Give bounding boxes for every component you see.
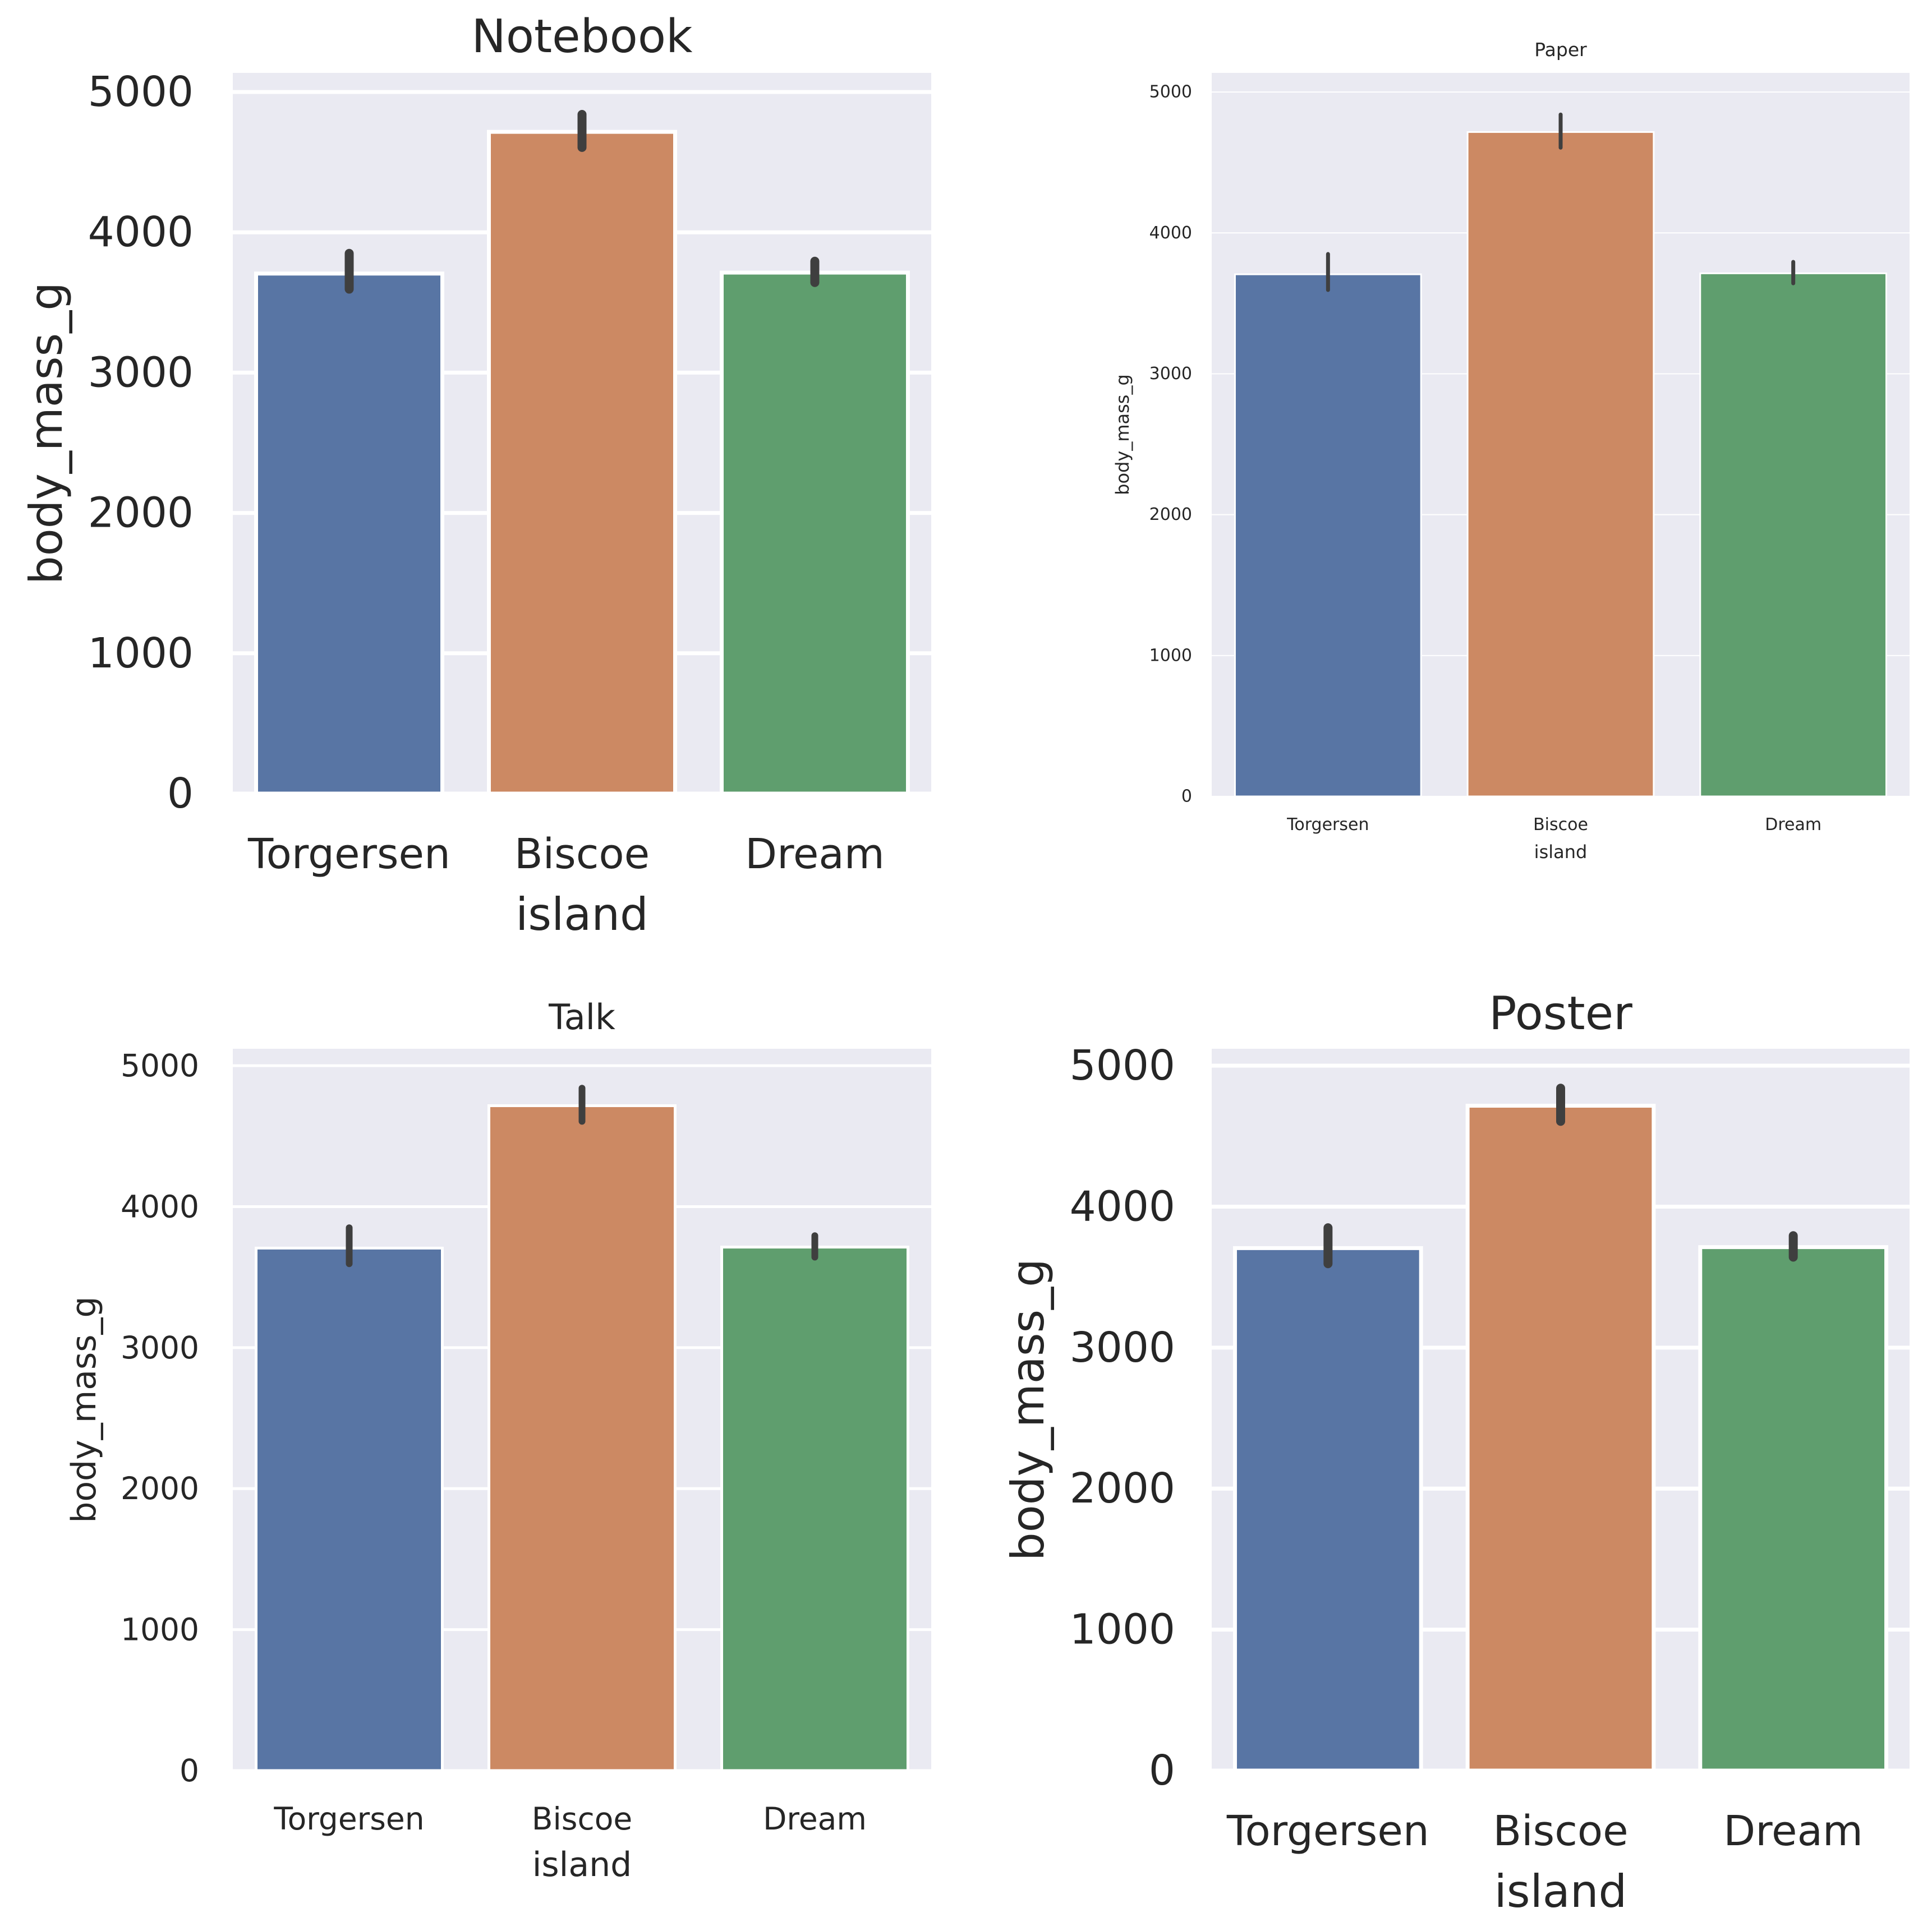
x-tick-label: Dream — [1723, 1807, 1863, 1855]
y-tick-label: 2000 — [121, 1471, 199, 1506]
bar-dream — [1699, 272, 1888, 798]
y-tick-label: 2000 — [88, 489, 194, 537]
bar-dream — [1698, 1245, 1889, 1773]
y-tick-label: 4000 — [88, 208, 194, 256]
chart-panel-talk: 0 1000 2000 3000 4000 5000 Torgersen Biscoe Drea… — [65, 997, 931, 1884]
y-axis-label: body_mass_g — [1112, 374, 1133, 495]
y-axis-label: body_mass_g — [20, 282, 72, 584]
bar-biscoe — [1465, 1103, 1656, 1773]
x-tick-label: Torgersen — [273, 1801, 424, 1837]
y-tick-label: 5000 — [1149, 82, 1192, 102]
x-tick-label: Biscoe — [1493, 1807, 1628, 1855]
y-tick-label: 5000 — [1070, 1041, 1175, 1090]
y-tick-label: 4000 — [1070, 1182, 1175, 1231]
bar-torgersen — [254, 271, 444, 796]
y-tick-label: 0 — [180, 1753, 199, 1789]
chart-panel-notebook: 0 1000 2000 3000 4000 5000 Torgersen Biscoe Drea… — [20, 10, 931, 941]
chart-panel-poster: 0 1000 2000 3000 4000 5000 Torgersen Biscoe Drea… — [1002, 987, 1910, 1918]
y-tick-label: 0 — [1181, 787, 1192, 806]
chart-title: Notebook — [472, 10, 693, 63]
y-tick-label: 2000 — [1149, 505, 1192, 524]
x-axis-label: island — [1494, 1865, 1627, 1918]
x-tick-label: Torgersen — [247, 830, 450, 878]
bar-biscoe — [487, 130, 677, 796]
x-tick-label: Dream — [1765, 815, 1821, 835]
x-tick-label: Torgersen — [1286, 815, 1369, 835]
x-axis-label: island — [516, 888, 648, 941]
y-tick-label: 1000 — [121, 1612, 199, 1648]
x-tick-label: Biscoe — [514, 830, 650, 878]
y-tick-label: 4000 — [121, 1188, 199, 1224]
y-tick-label: 1000 — [88, 629, 194, 678]
x-tick-label: Dream — [745, 830, 885, 878]
y-axis-label: body_mass_g — [65, 1296, 104, 1523]
y-tick-label: 1000 — [1070, 1606, 1175, 1654]
bar-dream — [720, 270, 910, 796]
bar-torgersen — [1232, 1246, 1423, 1773]
y-tick-label: 2000 — [1070, 1464, 1175, 1513]
y-tick-label: 0 — [167, 769, 194, 818]
y-tick-label: 5000 — [121, 1048, 199, 1084]
y-tick-label: 5000 — [88, 68, 194, 116]
x-tick-label: Biscoe — [532, 1801, 632, 1837]
y-tick-label: 3000 — [1070, 1324, 1175, 1372]
x-tick-label: Biscoe — [1533, 815, 1588, 835]
y-tick-label: 3000 — [88, 348, 194, 397]
bar-torgersen — [1234, 273, 1422, 798]
y-axis-label: body_mass_g — [1002, 1259, 1054, 1561]
x-tick-label: Dream — [763, 1801, 867, 1837]
y-tick-label: 1000 — [1149, 646, 1192, 665]
chart-title: Talk — [548, 997, 615, 1038]
bar-biscoe — [487, 1104, 677, 1772]
chart-title: Poster — [1489, 987, 1632, 1040]
chart-title: Paper — [1534, 39, 1587, 61]
y-tick-label: 3000 — [1149, 364, 1192, 384]
x-axis-label: island — [532, 1845, 632, 1884]
bar-dream — [720, 1246, 909, 1772]
x-axis-label: island — [1534, 841, 1588, 863]
y-tick-label: 4000 — [1149, 223, 1192, 243]
y-tick-label: 3000 — [121, 1330, 199, 1366]
bar-torgersen — [255, 1246, 444, 1772]
chart-panel-paper: 0 1000 2000 3000 4000 5000 Torgersen Biscoe Drea… — [1112, 39, 1910, 863]
x-tick-label: Torgersen — [1226, 1807, 1429, 1855]
y-tick-label: 0 — [1149, 1746, 1175, 1795]
bar-biscoe — [1466, 131, 1655, 798]
